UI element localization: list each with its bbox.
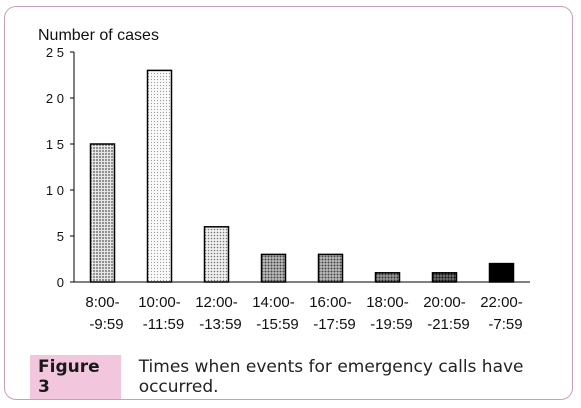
y-axis-title: Number of cases <box>38 27 159 44</box>
bar <box>203 226 230 283</box>
y-tick-label: 2 5 <box>46 45 64 60</box>
x-tick-label: -15:59 <box>256 316 299 333</box>
bar <box>317 253 344 283</box>
y-ticks: 0 5 1 0 1 5 2 0 2 5 <box>46 45 74 290</box>
bar <box>89 143 116 283</box>
bar <box>374 272 401 283</box>
x-tick-label: 20:00- <box>423 294 466 311</box>
figure-caption: Figure 3 Times when events for emergency… <box>30 355 581 399</box>
x-tick-label: 10:00- <box>138 294 181 311</box>
y-tick-label: 0 <box>57 275 64 290</box>
bar <box>431 272 458 283</box>
x-tick-label: -17:59 <box>313 316 356 333</box>
bar <box>146 69 173 283</box>
x-tick-label: -21:59 <box>427 316 470 333</box>
x-tick-label: -13:59 <box>199 316 242 333</box>
y-axis <box>73 52 530 283</box>
bars <box>89 69 515 283</box>
x-tick-label: 8:00- <box>85 294 119 311</box>
y-tick-label: 5 <box>57 229 64 244</box>
x-tick-label: -11:59 <box>143 316 184 333</box>
x-tick-label: 18:00- <box>366 294 409 311</box>
figure-label: Figure 3 <box>30 355 121 399</box>
y-tick-label: 1 5 <box>46 137 64 152</box>
x-tick-label: 14:00- <box>252 294 295 311</box>
x-tick-label: 12:00- <box>195 294 238 311</box>
y-tick-label: 1 0 <box>46 183 64 198</box>
y-tick-label: 2 0 <box>46 91 64 106</box>
x-tick-label: -19:59 <box>370 316 413 333</box>
figure-caption-text: Times when events for emergency calls ha… <box>138 357 524 397</box>
x-tick-label: -9:59 <box>89 316 123 333</box>
x-tick-label: -7:59 <box>488 316 522 333</box>
x-tick-label: 22:00- <box>480 294 523 311</box>
bar <box>260 253 287 283</box>
x-labels: 8:00- -9:59 10:00- -11:59 12:00- -13:59 14:00-… <box>85 294 522 333</box>
x-tick-label: 16:00- <box>309 294 352 311</box>
bar <box>488 262 515 283</box>
